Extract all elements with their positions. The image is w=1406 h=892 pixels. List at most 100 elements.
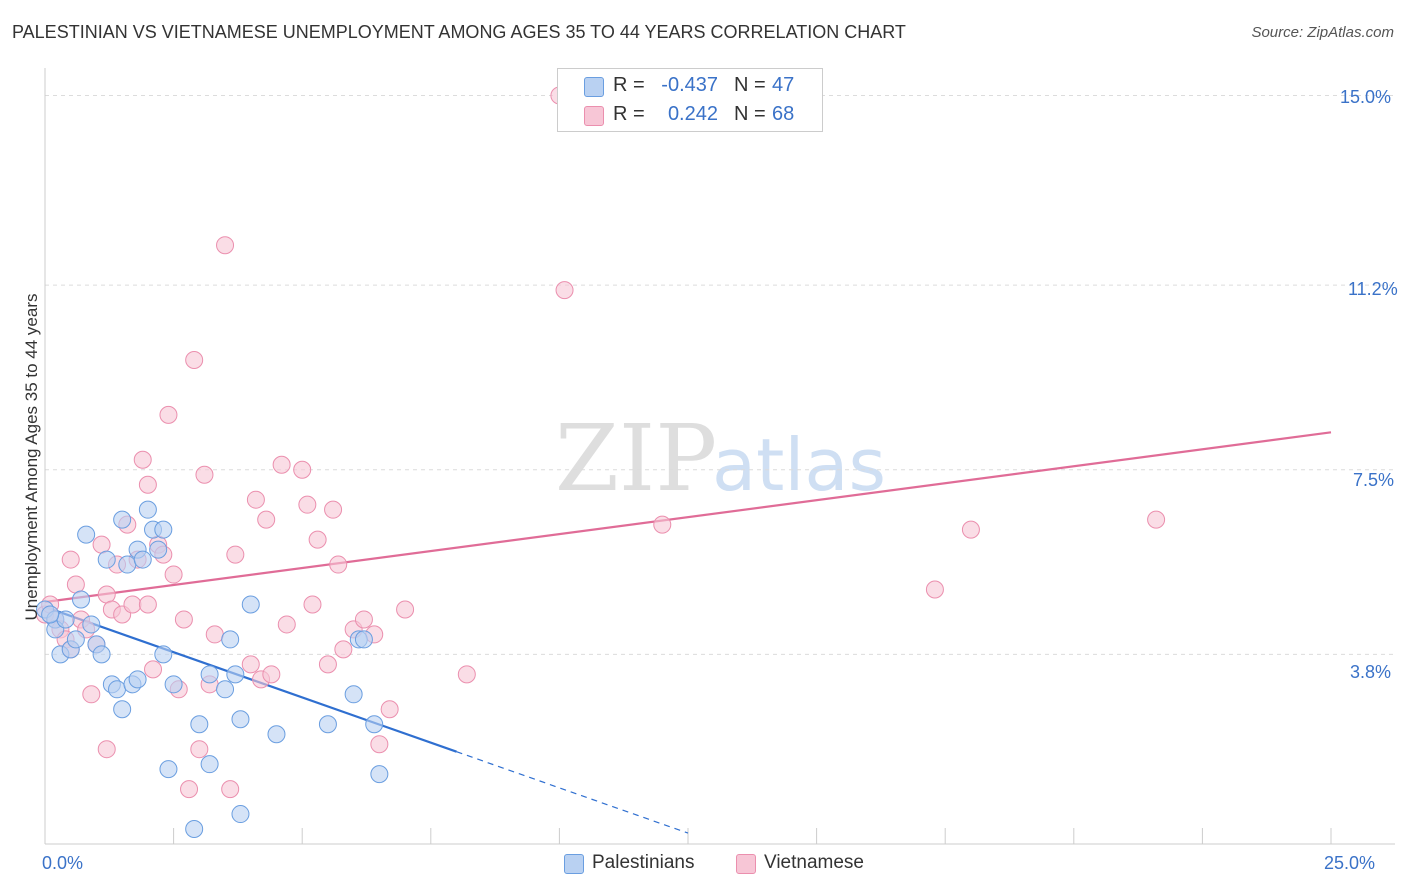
gridlines [45, 95, 1395, 655]
vietnamese-point [144, 660, 163, 679]
chart-title: PALESTINIAN VS VIETNAMESE UNEMPLOYMENT A… [12, 22, 906, 42]
x-tick-label: 0.0% [42, 853, 84, 873]
trend-lines [44, 431, 1332, 834]
vietnamese-point [1147, 510, 1166, 529]
y-tick-label: 11.2% [1348, 279, 1398, 299]
n-label: N = [734, 74, 766, 96]
palestinians-point [354, 630, 373, 649]
palestinians-point [370, 765, 389, 784]
y-tick-label: 15.0% [1340, 87, 1392, 107]
vietnamese-point [133, 450, 152, 469]
vietnamese-point [246, 490, 265, 509]
vietnamese-point [174, 610, 193, 629]
palestinians-point [226, 665, 245, 684]
scatter-points [36, 86, 1166, 839]
n-label: N = [734, 103, 766, 125]
n-value: 68 [772, 103, 795, 125]
palestinians-point [216, 680, 235, 699]
vietnamese-point [159, 405, 178, 424]
palestinians-point [41, 605, 60, 624]
vietnamese-swatch [736, 854, 756, 874]
palestinians-trend-line [44, 605, 457, 753]
palestinians-point [56, 610, 75, 629]
legend-label: Palestinians [592, 852, 695, 873]
palestinians-point [159, 760, 178, 779]
vietnamese-point [925, 580, 944, 599]
r-value: -0.437 [661, 74, 718, 96]
vietnamese-swatch [584, 106, 604, 126]
palestinians-point [149, 540, 168, 559]
vietnamese-point [370, 735, 389, 754]
palestinians-swatch [584, 77, 604, 97]
vietnamese-trend-line [44, 431, 1332, 604]
vietnamese-point [257, 510, 276, 529]
vietnamese-point [298, 495, 317, 514]
vietnamese-point [354, 610, 373, 629]
vietnamese-point [195, 465, 214, 484]
vietnamese-point [380, 700, 399, 719]
vietnamese-point [334, 640, 353, 659]
vietnamese-point [277, 615, 296, 634]
palestinians-point [164, 675, 183, 694]
vietnamese-point [221, 780, 240, 799]
vietnamese-point [185, 350, 204, 369]
palestinians-point [138, 500, 157, 519]
vietnamese-point [961, 520, 980, 539]
palestinians-trend-extension [456, 751, 689, 834]
legend-row-vietnamese: R = 0.242 N = 68 [558, 100, 822, 130]
vietnamese-point [324, 500, 343, 519]
vietnamese-point [329, 555, 348, 574]
palestinians-swatch [564, 854, 584, 874]
palestinians-point [344, 685, 363, 704]
watermark-atlas: atlas [712, 423, 886, 507]
palestinians-point [154, 520, 173, 539]
n-value: 47 [772, 74, 795, 96]
vietnamese-point [308, 530, 327, 549]
palestinians-point [200, 755, 219, 774]
vietnamese-point [123, 595, 142, 614]
vietnamese-point [303, 595, 322, 614]
source-label: Source: ZipAtlas.com [1251, 24, 1394, 41]
vietnamese-point [241, 655, 260, 674]
vietnamese-point [262, 665, 281, 684]
palestinians-point [108, 680, 127, 699]
vietnamese-point [226, 545, 245, 564]
vietnamese-point [205, 625, 224, 644]
palestinians-point [113, 510, 132, 529]
vietnamese-point [396, 600, 415, 619]
y-tick-label: 7.5% [1353, 470, 1395, 490]
palestinians-point [92, 645, 111, 664]
palestinians-point [231, 805, 250, 824]
correlation-legend: R = -0.437 N = 47 R = 0.242 N = 68 [557, 68, 823, 132]
vietnamese-point [653, 515, 672, 534]
palestinians-point [154, 645, 173, 664]
palestinians-point [185, 820, 204, 839]
y-axis-title: Unemployment Among Ages 35 to 44 years [22, 293, 41, 621]
vietnamese-point [97, 585, 116, 604]
vietnamese-point [97, 740, 116, 759]
r-label: R = [613, 74, 645, 96]
legend-row-palestinians: R = -0.437 N = 47 [558, 71, 822, 101]
vietnamese-point [272, 455, 291, 474]
vietnamese-point [216, 236, 235, 255]
palestinians-point [133, 550, 152, 569]
vietnamese-point [138, 595, 157, 614]
vietnamese-point [92, 535, 111, 554]
vietnamese-point [293, 460, 312, 479]
palestinians-point [231, 710, 250, 729]
r-label: R = [613, 103, 645, 125]
x-tick-label: 25.0% [1324, 853, 1376, 873]
r-value: 0.242 [667, 103, 718, 125]
palestinians-point [66, 630, 85, 649]
palestinians-point [318, 715, 337, 734]
vietnamese-point [555, 281, 574, 300]
vietnamese-point [190, 740, 209, 759]
y-tick-label: 3.8% [1350, 662, 1392, 682]
vietnamese-point [164, 565, 183, 584]
palestinians-point [72, 590, 91, 609]
axes [44, 68, 1395, 845]
vietnamese-point [138, 475, 157, 494]
palestinians-point [190, 715, 209, 734]
palestinians-point [200, 665, 219, 684]
palestinians-point [241, 595, 260, 614]
